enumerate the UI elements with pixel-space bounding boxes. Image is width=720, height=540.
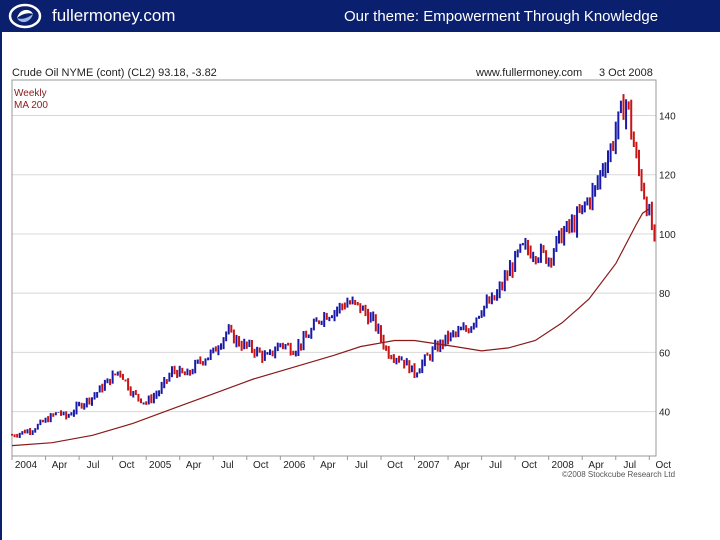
moving-average-line: [11, 208, 650, 447]
y-tick-label: 60: [659, 348, 671, 359]
y-tick-label: 140: [659, 112, 676, 123]
x-tick-label: Apr: [186, 460, 202, 471]
plot-frame: [11, 79, 657, 457]
x-tick-label: Apr: [588, 460, 604, 471]
x-tick-label: Oct: [521, 460, 537, 471]
crude-oil-chart: 40 60 80 100 120 140 2004 Apr Jul Oct 2005 Apr Jul O…: [11, 67, 676, 479]
ma-label: MA 200: [14, 100, 48, 111]
frequency-label: Weekly: [14, 88, 47, 99]
x-tick-label: Apr: [454, 460, 470, 471]
x-tick-label: Jul: [87, 460, 100, 471]
chart-title: Crude Oil NYME (cont) (CL2) 93.18, -3.82: [12, 67, 217, 79]
x-tick-label: Oct: [387, 460, 403, 471]
x-tick-label: 2004: [15, 460, 38, 471]
x-tick-labels: 2004 Apr Jul Oct 2005 Apr Jul Oct 2006 Apr Jul Oct 2…: [11, 456, 672, 471]
y-tick-label: 120: [659, 171, 676, 182]
header-banner: fullermoney.com Our theme: Empowerment T…: [0, 0, 720, 32]
y-tick-label: 80: [659, 289, 671, 300]
x-tick-label: 2006: [283, 460, 306, 471]
left-border: [0, 32, 2, 540]
x-tick-label: Apr: [52, 460, 68, 471]
chart-source: www.fullermoney.com: [475, 67, 582, 79]
copyright-text: ©2008 Stockcube Research Ltd: [562, 470, 675, 479]
y-tick-label: 100: [659, 230, 676, 241]
price-bars: [11, 94, 656, 439]
chart-date: 3 Oct 2008: [599, 67, 653, 79]
brand-name[interactable]: fullermoney.com: [52, 6, 176, 25]
y-tick-label: 40: [659, 408, 671, 419]
chart-grid: [12, 115, 656, 413]
x-tick-label: Jul: [623, 460, 636, 471]
x-tick-label: Apr: [320, 460, 336, 471]
x-tick-label: Jul: [489, 460, 502, 471]
x-tick-label: Jul: [355, 460, 368, 471]
x-tick-label: Oct: [119, 460, 135, 471]
x-tick-label: Oct: [253, 460, 269, 471]
x-tick-label: 2007: [417, 460, 440, 471]
swirl-logo-icon: [8, 3, 42, 29]
x-tick-label: Jul: [221, 460, 234, 471]
x-tick-label: 2008: [552, 460, 575, 471]
x-tick-label: Oct: [656, 460, 672, 471]
theme-tagline: Our theme: Empowerment Through Knowledge: [344, 8, 659, 25]
x-tick-label: 2005: [149, 460, 172, 471]
y-tick-labels: 40 60 80 100 120 140: [659, 112, 676, 419]
